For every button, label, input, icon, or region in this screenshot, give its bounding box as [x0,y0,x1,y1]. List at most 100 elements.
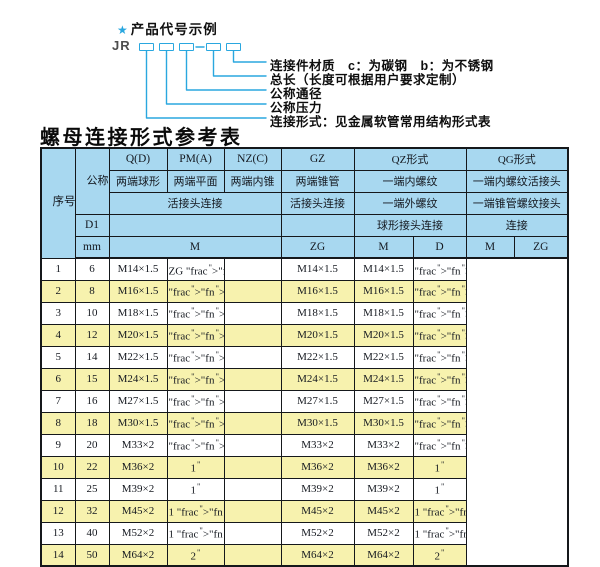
cell-qz-m [223,345,282,369]
cell-serial: 8 [40,411,76,435]
col-header-qg: QG形式 [465,147,569,171]
cell-qg-m: M18×1.5 [353,301,414,325]
cell-gz-thread: "frac">"fn">1"fd">2" [166,389,225,413]
cell-serial: 13 [40,521,76,545]
cell-qg-m: M27×1.5 [353,389,414,413]
cell-qg-m: M30×1.5 [353,411,414,435]
cell-qg-m: M24×1.5 [353,367,414,391]
cell-qg-m: M64×2 [353,543,414,567]
cell-qg-zg: "frac">"fn">1"fd">2" [412,389,467,413]
table-row: 514M22×1.5"frac">"fn">1"fd">2"M22×1.5M22… [40,345,568,369]
cell-gz-thread: "frac">"fn">1"fd">2" [166,323,225,347]
cell-qg-m: M39×2 [353,477,414,501]
subheader-nz: 两端内锥 [223,169,282,193]
product-code-diagram: ★ 产品代号示例 JR 连接件材质 c：为碳钢 b：为不锈钢 总长（长度可根据用户… [0,0,600,147]
col-header-serial: 序号 [40,147,76,259]
code-box-4 [206,43,221,51]
cell-qg-zg: "frac">"fn">3"fd">4" [412,411,467,435]
table-row: 920M33×2"frac">"fn">3"fd">4"M33×2M33×2"f… [40,433,568,457]
cell-gz-thread: "frac">"fn">1"fd">2" [166,345,225,369]
cell-serial: 5 [40,345,76,369]
cell-qz-m [223,323,282,347]
col-header-qd: Q(D) [108,147,168,171]
cell-qg-zg: 2" [412,543,467,567]
cell-dn: 6 [74,257,110,281]
unit-qz-d: D [412,235,467,259]
subheader-qz-2: 一端外螺纹 [353,191,467,215]
cell-dn: 14 [74,345,110,369]
cell-dn: 40 [74,521,110,545]
code-box-3 [179,43,194,51]
cell-m-thread: M36×2 [108,455,168,479]
cell-m-thread: M22×1.5 [108,345,168,369]
col-header-qz: QZ形式 [353,147,467,171]
cell-dn: 32 [74,499,110,523]
cell-m-thread: M24×1.5 [108,367,168,391]
reference-table: 序号 公称通径 Q(D) PM(A) NZ(C) GZ QZ形式 QG形式 两端… [40,147,570,567]
cell-gz-thread: 1 "frac">"fn">1"fd">2" [166,521,225,545]
cell-serial: 7 [40,389,76,413]
table-title: 螺母连接形式参考表 [40,127,243,149]
cell-qz-m [223,279,282,303]
cell-m-thread: M14×1.5 [108,257,168,281]
cell-qg-zg: 1 "frac">"fn">1"fd">4" [412,499,467,523]
cell-qz-d: M24×1.5 [280,367,355,391]
cell-qg-zg: 1" [412,477,467,501]
cell-gz-thread: 1" [166,477,225,501]
cell-gz-thread: 2" [166,543,225,567]
cell-gz-thread: "frac">"fn">3"fd">8" [166,279,225,303]
unit-m-span: M [108,235,282,259]
cell-serial: 2 [40,279,76,303]
cell-gz-thread: "frac">"fn">3"fd">8" [166,301,225,325]
cell-m-thread: M45×2 [108,499,168,523]
col-header-nzc: NZ(C) [223,147,282,171]
cell-gz-thread: 1" [166,455,225,479]
cell-qz-d: M27×1.5 [280,389,355,413]
cell-qz-m [223,499,282,523]
unit-qz-m: M [353,235,414,259]
label-nominal-pressure: 公称压力 [270,101,323,115]
cell-qz-d: M16×1.5 [280,279,355,303]
cell-qz-d: M18×1.5 [280,301,355,325]
cell-qz-d: M30×1.5 [280,411,355,435]
label-nominal-diameter: 公称通径 [270,87,323,101]
cell-gz-thread: 1 "frac">"fn">1"fd">4" [166,499,225,523]
col-header-dn: 公称通径 [74,147,110,215]
subheader-d1: D1 [74,213,110,237]
cell-gz-thread: "frac">"fn">3"fd">4" [166,411,225,435]
subheader-qg-1: 一端内螺纹活接头 [465,169,569,193]
table-row: 28M16×1.5"frac">"fn">3"fd">8"M16×1.5M16×… [40,279,568,303]
cell-qz-d: M36×2 [280,455,355,479]
cell-qz-m [223,543,282,567]
cell-qg-zg: "frac">"fn">3"fd">8" [412,301,467,325]
cell-qz-d: M45×2 [280,499,355,523]
cell-serial: 6 [40,367,76,391]
cell-qg-zg: 1 "frac">"fn">1"fd">2" [412,521,467,545]
cell-serial: 9 [40,433,76,457]
table-row: 716M27×1.5"frac">"fn">1"fd">2"M27×1.5M27… [40,389,568,413]
cell-m-thread: M39×2 [108,477,168,501]
cell-dn: 8 [74,279,110,303]
cell-qz-d: M33×2 [280,433,355,457]
cell-m-thread: M20×1.5 [108,323,168,347]
unit-qg-m: M [465,235,515,259]
cell-serial: 1 [40,257,76,281]
cell-qg-zg: "frac">"fn">1"fd">2" [412,367,467,391]
blank-cell-left [108,213,282,237]
table-row: 818M30×1.5"frac">"fn">3"fd">4"M30×1.5M30… [40,411,568,435]
blank-cell-gz [280,213,355,237]
cell-qz-m [223,301,282,325]
cell-qz-m [223,257,282,281]
table-row: 11 25 M39×2 1" M39×2 M39×2 1" [40,477,568,501]
cell-dn: 25 [74,477,110,501]
cell-dn: 18 [74,411,110,435]
col-header-pma: PM(A) [166,147,225,171]
code-box-5 [226,43,241,51]
cell-dn: 10 [74,301,110,325]
cell-qg-zg: "frac">"fn">1"fd">2" [412,345,467,369]
cell-qg-zg: 1" [412,455,467,479]
unit-zg: ZG [280,235,355,259]
